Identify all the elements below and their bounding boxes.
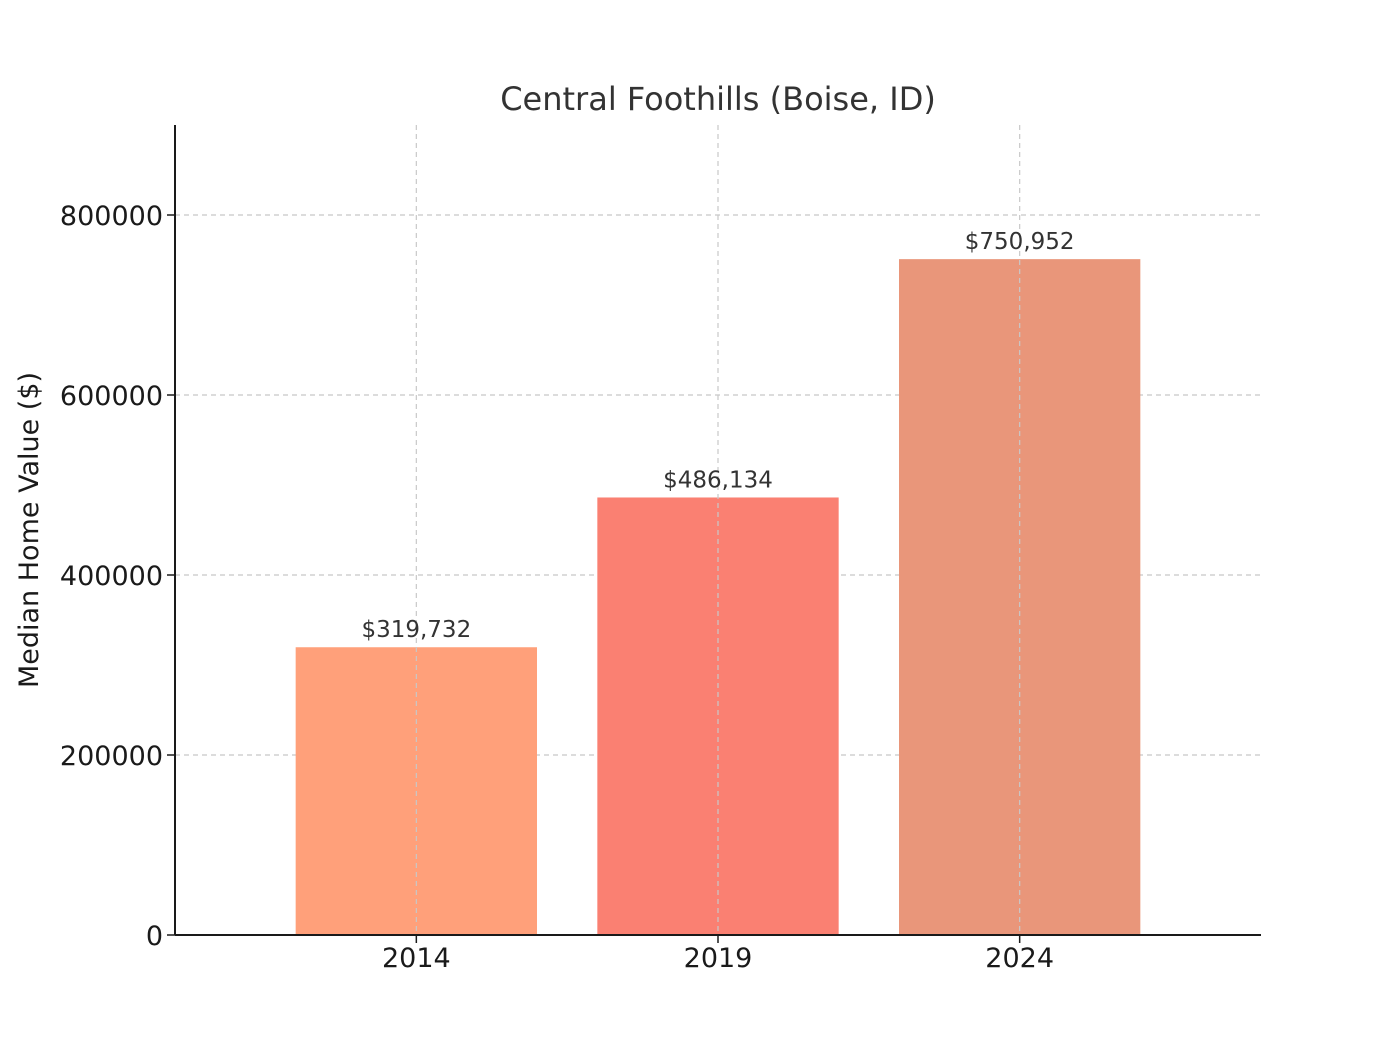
- bar-2019: [597, 497, 838, 935]
- x-tick-label-2019: 2019: [684, 943, 753, 974]
- y-tick-label-1: 200000: [60, 741, 163, 772]
- bar-value-label-2014: $319,732: [361, 617, 471, 643]
- x-tick-label-2014: 2014: [382, 943, 451, 974]
- chart-title: Central Foothills (Boise, ID): [500, 80, 936, 118]
- y-axis-label: Median Home Value ($): [14, 372, 45, 688]
- bar-value-label-2024: $750,952: [965, 229, 1075, 255]
- y-tick-label-0: 0: [146, 921, 163, 952]
- y-tick-label-3: 600000: [60, 381, 163, 412]
- x-tick-label-2024: 2024: [985, 943, 1054, 974]
- y-tick-label-4: 800000: [60, 201, 163, 232]
- bar-value-label-2019: $486,134: [663, 467, 773, 493]
- bar-chart: 0 200000 400000 600000 800000 2014 2019 2024 $3…: [0, 0, 1400, 1050]
- y-tick-label-2: 400000: [60, 561, 163, 592]
